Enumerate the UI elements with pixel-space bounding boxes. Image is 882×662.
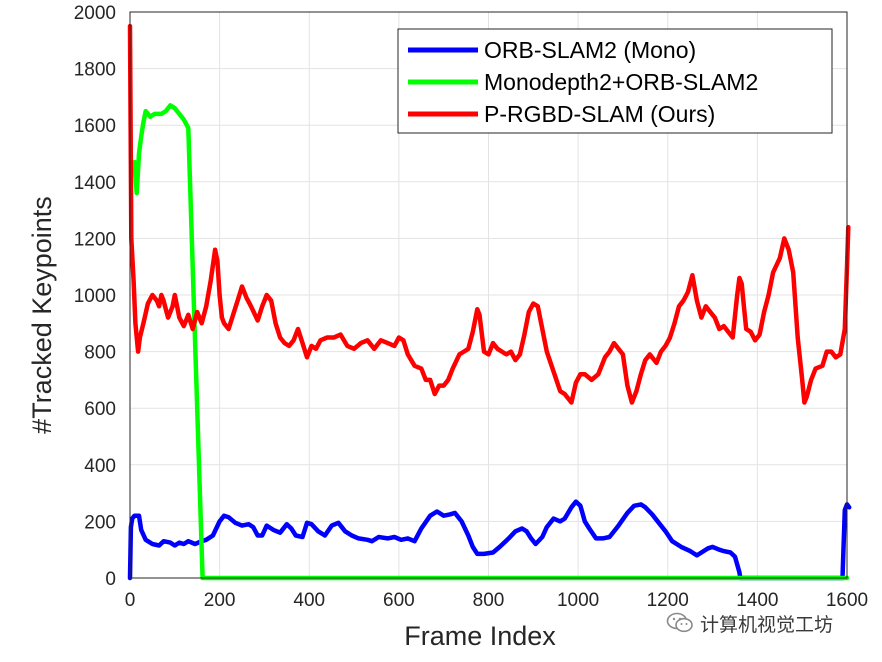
series-line-p-rgbd-slam [127,23,851,405]
x-axis-label: Frame Index [404,621,556,651]
y-tick-label: 800 [84,343,116,364]
y-tick-label: 200 [84,512,116,533]
watermark: 计算机视觉工坊 [666,609,833,637]
series-layer [127,23,852,581]
x-tick-label: 1600 [826,590,868,611]
y-tick-label: 2000 [74,3,116,24]
watermark-text: 计算机视觉工坊 [700,613,834,636]
y-tick-label: 0 [105,569,116,590]
y-tick-label: 1800 [74,60,116,81]
series-line-monodepth2 [132,103,850,581]
y-tick-label: 1000 [74,286,116,307]
y-tick-label: 1200 [74,229,116,250]
tick-labels: 0 200 400 600 800 1000 1200 1400 1600 0 200 400 600 8… [74,3,868,611]
x-tick-label: 1400 [736,590,778,611]
y-tick-label: 1400 [74,173,116,194]
legend-label-monodepth2: Monodepth2+ORB-SLAM2 [484,69,758,95]
x-tick-label: 600 [383,590,415,611]
x-tick-label: 1000 [557,590,599,611]
x-tick-label: 400 [293,590,325,611]
legend: ORB-SLAM2 (Mono) Monodepth2+ORB-SLAM2 P-… [397,28,833,134]
plot-frame [129,11,848,579]
series-line-orb-slam2 [127,499,852,581]
legend-label-p-rgbd-slam: P-RGBD-SLAM (Ours) [484,101,715,127]
x-tick-label: 800 [473,590,505,611]
y-tick-label: 400 [84,456,116,477]
y-axis-label: #Tracked Keypoints [27,196,57,434]
x-tick-label: 200 [204,590,236,611]
wechat-icon [666,611,694,635]
y-tick-label: 600 [84,399,116,420]
y-tick-label: 1600 [74,116,116,137]
x-tick-label: 1200 [647,590,689,611]
legend-label-orb-slam2: ORB-SLAM2 (Mono) [484,37,696,63]
x-tick-label: 0 [125,590,136,611]
